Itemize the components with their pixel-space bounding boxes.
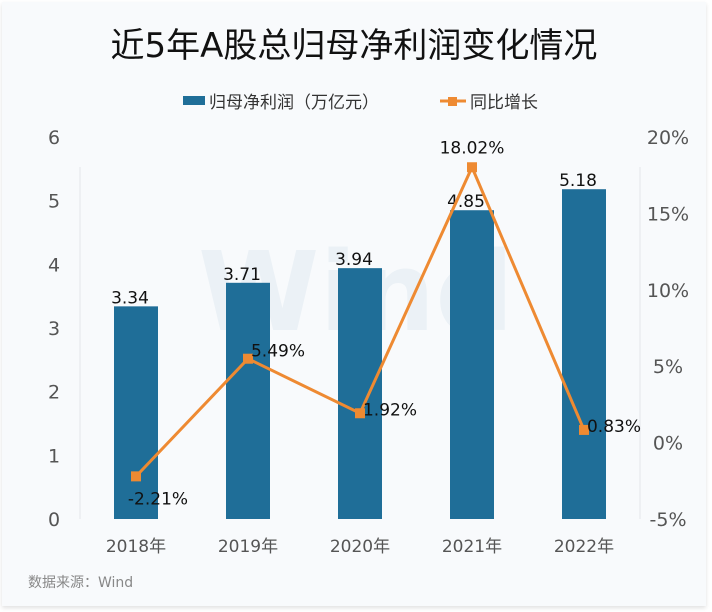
bar-data-label: 3.94 [335, 250, 373, 270]
right-tick-label: 0% [653, 433, 683, 455]
x-tick-label: 2021年 [442, 537, 502, 557]
growth-data-label: 0.83% [587, 417, 641, 437]
bar-2021年 [450, 210, 494, 519]
data-source: 数据来源：Wind [28, 575, 134, 591]
bar-2018年 [114, 306, 158, 519]
right-tick-label: 5% [653, 356, 683, 378]
left-tick-label: 1 [48, 445, 60, 467]
left-tick-label: 3 [48, 318, 60, 340]
right-tick-label: -5% [650, 509, 687, 531]
growth-data-label: -2.21% [128, 489, 188, 509]
legend-line-label: 同比增长 [470, 93, 538, 113]
growth-data-label: 18.02% [440, 138, 505, 158]
legend-line-marker [448, 97, 457, 106]
growth-marker-2018年 [131, 471, 141, 482]
right-tick-label: 20% [647, 127, 689, 149]
growth-marker-2021年 [467, 162, 477, 173]
x-tick-label: 2022年 [554, 537, 614, 557]
left-tick-label: 2 [48, 382, 60, 404]
right-tick-label: 10% [647, 280, 689, 302]
x-tick-label: 2019年 [218, 537, 278, 557]
growth-data-label: 1.92% [363, 400, 417, 420]
right-tick-label: 15% [647, 203, 689, 225]
x-tick-label: 2020年 [330, 537, 390, 557]
growth-marker-2020年 [355, 408, 365, 419]
growth-marker-2022年 [579, 424, 589, 435]
growth-data-label: 5.49% [251, 342, 305, 362]
bar-2022年 [562, 189, 606, 519]
left-tick-label: 0 [48, 509, 60, 531]
legend-bar-label: 归母净利润（万亿元） [209, 93, 379, 113]
left-tick-label: 6 [48, 127, 60, 149]
bar-data-label: 4.85 [447, 192, 485, 212]
bar-2020年 [338, 268, 382, 519]
bar-2019年 [226, 282, 270, 519]
left-tick-label: 5 [48, 191, 60, 213]
bar-data-label: 3.34 [111, 288, 149, 308]
legend-bar-swatch [183, 96, 205, 105]
bar-data-label: 5.18 [559, 171, 597, 191]
bar-data-label: 3.71 [223, 265, 261, 285]
chart-title: 近5年A股总归母净利润变化情况 [110, 26, 598, 66]
left-tick-label: 4 [48, 254, 60, 276]
x-tick-label: 2018年 [106, 537, 166, 557]
growth-marker-2019年 [243, 353, 253, 364]
